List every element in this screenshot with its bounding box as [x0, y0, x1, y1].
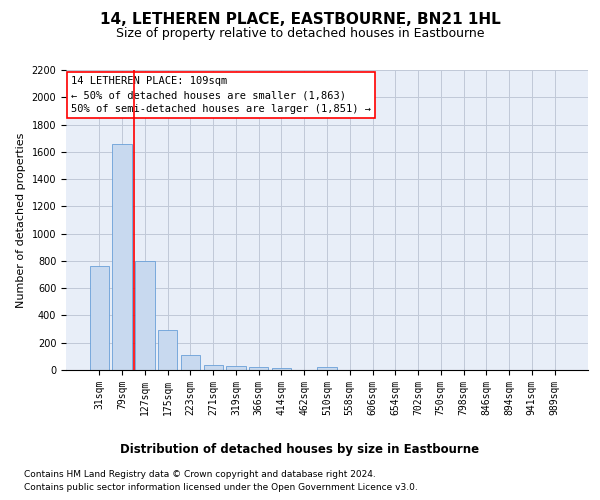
Bar — [226, 366, 245, 370]
Text: Contains public sector information licensed under the Open Government Licence v3: Contains public sector information licen… — [24, 482, 418, 492]
Bar — [317, 368, 337, 370]
Bar — [90, 266, 109, 370]
Bar — [158, 330, 178, 370]
Y-axis label: Number of detached properties: Number of detached properties — [16, 132, 26, 308]
Bar — [203, 365, 223, 370]
Text: 14, LETHEREN PLACE, EASTBOURNE, BN21 1HL: 14, LETHEREN PLACE, EASTBOURNE, BN21 1HL — [100, 12, 500, 28]
Text: Distribution of detached houses by size in Eastbourne: Distribution of detached houses by size … — [121, 442, 479, 456]
Bar — [249, 368, 268, 370]
Bar — [181, 355, 200, 370]
Text: Contains HM Land Registry data © Crown copyright and database right 2024.: Contains HM Land Registry data © Crown c… — [24, 470, 376, 479]
Bar — [135, 261, 155, 370]
Bar — [112, 144, 132, 370]
Text: 14 LETHEREN PLACE: 109sqm
← 50% of detached houses are smaller (1,863)
50% of se: 14 LETHEREN PLACE: 109sqm ← 50% of detac… — [71, 76, 371, 114]
Text: Size of property relative to detached houses in Eastbourne: Size of property relative to detached ho… — [116, 28, 484, 40]
Bar — [272, 368, 291, 370]
